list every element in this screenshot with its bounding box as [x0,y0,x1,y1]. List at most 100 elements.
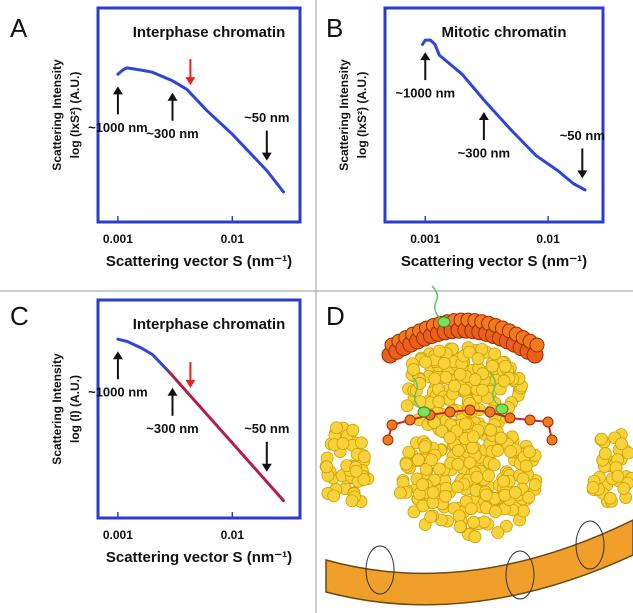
arrow-head [261,152,272,161]
bead [451,444,465,457]
bead [508,486,522,499]
bead [528,478,542,492]
bead [336,437,350,450]
y-axis-label: Scattering Intensity [50,353,64,465]
plot-frame [96,298,302,520]
bead [400,399,414,413]
bead [615,437,628,451]
bead [485,359,499,373]
arrow-head [185,379,196,388]
annotation: ~50 nm [560,128,605,143]
x-axis-label: Scattering vector S (nm⁻¹) [106,253,292,270]
x-axis-label: Scattering vector S (nm⁻¹) [106,549,292,566]
bead [498,488,512,502]
protein [495,403,509,415]
plot-frame [96,6,302,224]
bead [470,470,484,484]
highlight-arrow [185,361,196,388]
annotation-arrow [261,130,272,161]
bead [345,494,359,508]
arrow-head [478,112,489,121]
bead-chain [382,434,394,446]
bead [428,372,442,386]
arrow-head [112,351,123,360]
bead [452,509,466,523]
arrow-head [167,92,178,101]
bead [432,462,446,476]
bead [453,367,467,381]
bead [432,344,446,358]
bead [467,515,480,529]
bead [479,488,493,502]
bead [407,505,421,519]
bead [586,481,600,494]
data-line [116,66,285,194]
bead [621,446,633,460]
bead [598,447,612,460]
bead [458,417,472,431]
annotation-arrow [577,148,588,179]
data-line [421,38,587,192]
annotation-arrow [112,86,123,115]
bead [320,460,333,474]
bead-chain [542,416,554,428]
bead [489,505,502,518]
x-tick-label: 0.001 [103,232,133,246]
bead [617,482,631,495]
data-line [116,337,171,374]
tail [431,285,441,319]
annotation-arrow [261,441,272,472]
arrow-head [167,387,178,396]
x-tick-label: 0.01 [221,232,245,246]
annotation-arrow [420,52,431,81]
bead [494,431,508,445]
bead [488,347,502,361]
bead [432,395,446,409]
bead [355,436,368,450]
data-line [167,370,285,503]
x-tick-label: 0.01 [536,232,560,246]
bead [523,445,536,459]
chart-title: Mitotic chromatin [441,24,566,41]
protein [437,316,451,328]
bead [482,469,495,482]
x-tick-label: 0.001 [410,232,440,246]
bead [425,453,438,467]
bead [330,421,343,435]
arrow-head [261,463,272,472]
bead-chain [524,414,536,426]
annotation: ~300 nm [146,421,198,436]
bead [519,459,533,473]
bead [399,457,413,471]
y-axis-label: log (IxS²) (A.U.) [68,72,82,159]
bead-red [529,337,545,353]
bead [466,441,479,455]
bead [603,491,617,505]
annotation: ~50 nm [244,421,289,436]
nucleosome-ring [575,520,605,570]
bead [407,363,420,376]
fiber-tube [325,519,633,606]
bead [357,450,371,464]
panel-label: D [326,301,345,331]
y-axis-label: Scattering Intensity [337,59,351,171]
arrow-head [577,170,588,179]
protein [417,406,431,418]
annotation: ~300 nm [458,145,510,160]
bead [471,352,485,366]
annotation-arrow [478,112,489,141]
y-axis-label: log (I) (A.U.) [68,375,82,443]
bead [498,359,512,373]
bead [419,355,432,369]
bead-chain [546,434,558,446]
bead [327,489,341,503]
chart-title: Interphase chromatin [133,24,286,41]
bead [499,519,513,533]
nucleosome-ring [505,550,535,600]
bead [448,379,461,393]
bead-chain [464,404,476,416]
bead [611,469,625,483]
bead [419,462,433,476]
bead-chain [444,406,456,418]
